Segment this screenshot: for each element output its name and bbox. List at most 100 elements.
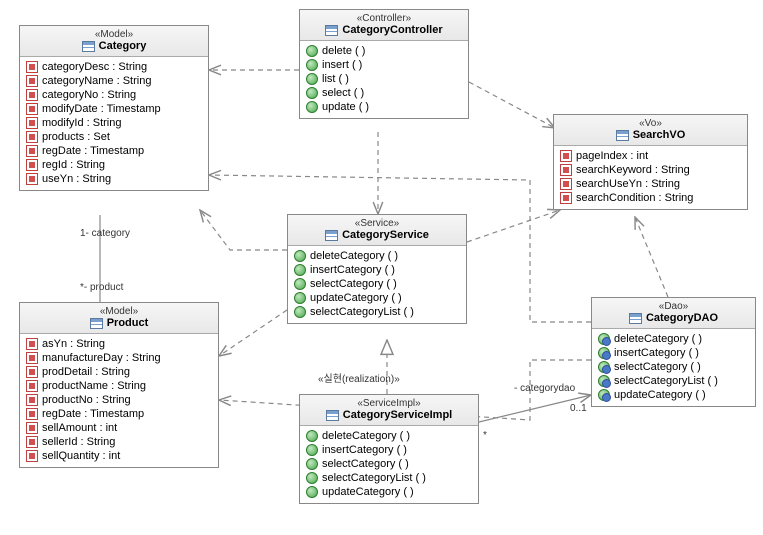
member-text: asYn : String: [42, 338, 105, 350]
member-text: modifyId : String: [42, 117, 121, 129]
member-text: selectCategory ( ): [322, 458, 409, 470]
method-icon: [598, 375, 610, 387]
method-icon: [306, 59, 318, 71]
method-icon: [598, 361, 610, 373]
method-icon: [294, 306, 306, 318]
class-name: SearchVO: [633, 129, 686, 141]
member-text: select ( ): [322, 87, 364, 99]
member-row: insert ( ): [304, 58, 464, 72]
member-text: prodDetail : String: [42, 366, 130, 378]
method-icon: [294, 264, 306, 276]
method-icon: [306, 101, 318, 113]
member-text: pageIndex : int: [576, 150, 648, 162]
property-icon: [560, 178, 572, 190]
method-icon: [294, 278, 306, 290]
member-text: modifyDate : Timestamp: [42, 103, 161, 115]
class-icon: [90, 318, 103, 329]
methods-list: deleteCategory ( )insertCategory ( )sele…: [592, 329, 755, 406]
member-row: useYn : String: [24, 172, 204, 186]
member-text: insertCategory ( ): [322, 444, 407, 456]
property-icon: [26, 366, 38, 378]
member-text: updateCategory ( ): [614, 389, 706, 401]
member-text: deleteCategory ( ): [614, 333, 702, 345]
member-text: delete ( ): [322, 45, 365, 57]
class-icon: [326, 410, 339, 421]
member-text: categoryName : String: [42, 75, 151, 87]
property-icon: [26, 380, 38, 392]
edge-svc-to-cat: [200, 210, 287, 250]
method-icon: [294, 292, 306, 304]
member-text: categoryDesc : String: [42, 61, 147, 73]
class-name: CategoryController: [342, 24, 442, 36]
realization-label: «실현(realization)»: [318, 370, 400, 385]
property-icon: [26, 145, 38, 157]
member-row: searchCondition : String: [558, 191, 743, 205]
class-icon: [629, 313, 642, 324]
property-icon: [26, 131, 38, 143]
property-icon: [560, 150, 572, 162]
member-row: productName : String: [24, 379, 214, 393]
member-row: updateCategory ( ): [292, 291, 462, 305]
method-icon: [306, 472, 318, 484]
property-icon: [26, 352, 38, 364]
stereotype: «Model»: [26, 306, 212, 317]
method-icon: [306, 430, 318, 442]
member-text: selectCategoryList ( ): [310, 306, 414, 318]
property-icon: [26, 89, 38, 101]
class-product: «Model» Product asYn : Stringmanufacture…: [19, 302, 219, 468]
member-row: regDate : Timestamp: [24, 144, 204, 158]
stereotype: «ServiceImpl»: [306, 398, 472, 409]
assoc-label-category: 1- category: [80, 228, 130, 239]
method-icon: [306, 486, 318, 498]
member-row: regDate : Timestamp: [24, 407, 214, 421]
member-row: searchUseYn : String: [558, 177, 743, 191]
member-text: insertCategory ( ): [310, 264, 395, 276]
member-text: useYn : String: [42, 173, 111, 185]
member-text: searchKeyword : String: [576, 164, 690, 176]
property-icon: [26, 450, 38, 462]
property-icon: [26, 75, 38, 87]
member-row: selectCategory ( ): [596, 360, 751, 374]
member-text: productNo : String: [42, 394, 131, 406]
member-text: regDate : Timestamp: [42, 408, 144, 420]
member-row: list ( ): [304, 72, 464, 86]
props-list: pageIndex : int searchKeyword : String sea…: [554, 146, 747, 209]
member-row: deleteCategory ( ): [304, 429, 474, 443]
edge-svc-to-prod: [219, 310, 287, 356]
member-row: selectCategoryList ( ): [596, 374, 751, 388]
member-text: regId : String: [42, 159, 105, 171]
class-name: CategoryService: [342, 229, 429, 241]
member-text: categoryNo : String: [42, 89, 136, 101]
method-icon: [598, 389, 610, 401]
member-row: select ( ): [304, 86, 464, 100]
method-icon: [598, 347, 610, 359]
member-text: searchUseYn : String: [576, 178, 680, 190]
stereotype: «Vo»: [560, 118, 741, 129]
member-row: insertCategory ( ): [596, 346, 751, 360]
member-row: manufactureDay : String: [24, 351, 214, 365]
member-row: modifyDate : Timestamp: [24, 102, 204, 116]
method-icon: [598, 333, 610, 345]
property-icon: [560, 192, 572, 204]
member-text: regDate : Timestamp: [42, 145, 144, 157]
member-text: selectCategoryList ( ): [614, 375, 718, 387]
member-row: insertCategory ( ): [292, 263, 462, 277]
edge-svc-to-vo: [467, 210, 560, 242]
member-text: list ( ): [322, 73, 349, 85]
stereotype: «Model»: [26, 29, 202, 40]
method-icon: [294, 250, 306, 262]
member-row: selectCategory ( ): [292, 277, 462, 291]
member-text: manufactureDay : String: [42, 352, 161, 364]
class-icon: [82, 41, 95, 52]
class-name: Category: [99, 40, 147, 52]
props-list: asYn : String manufactureDay : String prod…: [20, 334, 218, 467]
class-icon: [325, 25, 338, 36]
member-row: asYn : String: [24, 337, 214, 351]
member-row: categoryName : String: [24, 74, 204, 88]
member-row: insertCategory ( ): [304, 443, 474, 457]
property-icon: [26, 436, 38, 448]
property-icon: [26, 338, 38, 350]
member-row: updateCategory ( ): [596, 388, 751, 402]
member-row: selectCategory ( ): [304, 457, 474, 471]
method-icon: [306, 444, 318, 456]
